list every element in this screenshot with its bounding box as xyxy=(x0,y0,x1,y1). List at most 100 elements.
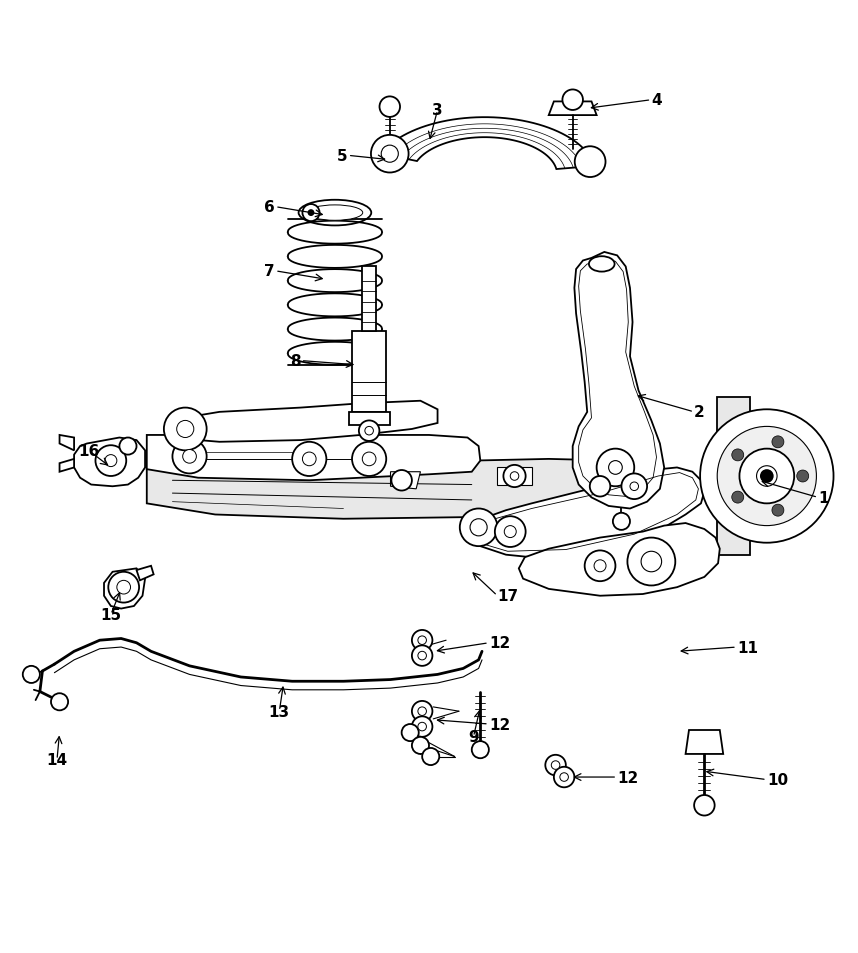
Polygon shape xyxy=(147,436,480,480)
Circle shape xyxy=(460,509,498,547)
Circle shape xyxy=(546,755,565,776)
Circle shape xyxy=(470,519,487,537)
Circle shape xyxy=(412,701,432,721)
Text: 13: 13 xyxy=(269,704,290,719)
Circle shape xyxy=(362,453,376,466)
Circle shape xyxy=(732,492,744,503)
Polygon shape xyxy=(390,473,420,489)
Circle shape xyxy=(95,446,126,476)
Circle shape xyxy=(757,466,777,487)
Polygon shape xyxy=(147,459,651,519)
Circle shape xyxy=(732,450,744,461)
Text: 7: 7 xyxy=(264,264,275,279)
Text: 12: 12 xyxy=(489,717,511,732)
Circle shape xyxy=(365,427,373,436)
Text: 10: 10 xyxy=(767,772,788,787)
Circle shape xyxy=(117,580,130,595)
Circle shape xyxy=(293,442,326,476)
Text: 3: 3 xyxy=(432,103,443,118)
Text: 12: 12 xyxy=(617,770,638,784)
Circle shape xyxy=(418,652,426,660)
Circle shape xyxy=(371,135,408,173)
Text: 11: 11 xyxy=(737,639,758,655)
Circle shape xyxy=(51,694,68,711)
Circle shape xyxy=(552,761,560,769)
Ellipse shape xyxy=(307,206,363,221)
Circle shape xyxy=(575,147,606,178)
Circle shape xyxy=(772,436,784,448)
Circle shape xyxy=(412,645,432,666)
Ellipse shape xyxy=(299,200,372,226)
Circle shape xyxy=(627,538,675,586)
Polygon shape xyxy=(352,332,386,413)
Circle shape xyxy=(505,526,517,538)
Circle shape xyxy=(418,637,426,645)
Text: 5: 5 xyxy=(337,149,347,164)
Polygon shape xyxy=(717,398,750,555)
Circle shape xyxy=(589,476,610,497)
Circle shape xyxy=(760,470,774,483)
Circle shape xyxy=(402,724,419,741)
Polygon shape xyxy=(572,253,664,509)
Circle shape xyxy=(560,773,568,781)
Circle shape xyxy=(694,795,715,816)
Circle shape xyxy=(412,717,432,737)
Circle shape xyxy=(797,471,809,482)
Circle shape xyxy=(772,505,784,517)
Text: 4: 4 xyxy=(651,93,662,108)
Polygon shape xyxy=(59,436,74,451)
Circle shape xyxy=(391,471,412,491)
Circle shape xyxy=(418,722,426,731)
Circle shape xyxy=(717,427,817,526)
Circle shape xyxy=(23,666,39,683)
Circle shape xyxy=(418,707,426,716)
Polygon shape xyxy=(686,730,723,754)
Circle shape xyxy=(584,551,615,581)
Circle shape xyxy=(613,514,630,530)
Text: 6: 6 xyxy=(264,200,275,214)
Circle shape xyxy=(740,449,795,504)
Circle shape xyxy=(554,767,574,787)
Circle shape xyxy=(302,205,319,222)
Text: 12: 12 xyxy=(489,636,511,651)
Circle shape xyxy=(594,560,606,572)
Polygon shape xyxy=(74,438,145,487)
Circle shape xyxy=(119,438,136,456)
Text: 2: 2 xyxy=(694,405,705,420)
Circle shape xyxy=(105,456,117,467)
Circle shape xyxy=(412,630,432,651)
Circle shape xyxy=(381,146,398,163)
Text: 8: 8 xyxy=(290,354,300,369)
Circle shape xyxy=(495,517,526,547)
Circle shape xyxy=(422,748,439,765)
Circle shape xyxy=(412,737,429,754)
Circle shape xyxy=(183,450,196,464)
Polygon shape xyxy=(348,413,390,425)
Text: 15: 15 xyxy=(100,607,122,622)
Circle shape xyxy=(511,473,519,480)
Polygon shape xyxy=(519,523,720,597)
Circle shape xyxy=(164,408,207,451)
Circle shape xyxy=(359,421,379,441)
Circle shape xyxy=(700,410,833,543)
Circle shape xyxy=(379,97,400,118)
Circle shape xyxy=(504,465,526,488)
Circle shape xyxy=(562,91,583,111)
Polygon shape xyxy=(168,401,438,442)
Text: 1: 1 xyxy=(819,491,829,505)
Circle shape xyxy=(596,449,634,487)
Text: 16: 16 xyxy=(78,443,100,458)
Circle shape xyxy=(621,474,647,499)
Text: 17: 17 xyxy=(498,589,518,603)
Circle shape xyxy=(172,439,207,474)
Polygon shape xyxy=(362,267,376,332)
Circle shape xyxy=(630,482,638,491)
Polygon shape xyxy=(381,118,595,170)
Ellipse shape xyxy=(589,257,614,273)
Circle shape xyxy=(108,572,139,603)
Circle shape xyxy=(177,421,194,438)
Circle shape xyxy=(307,210,314,216)
Circle shape xyxy=(608,461,622,475)
Polygon shape xyxy=(498,468,532,485)
Text: 9: 9 xyxy=(468,730,479,744)
